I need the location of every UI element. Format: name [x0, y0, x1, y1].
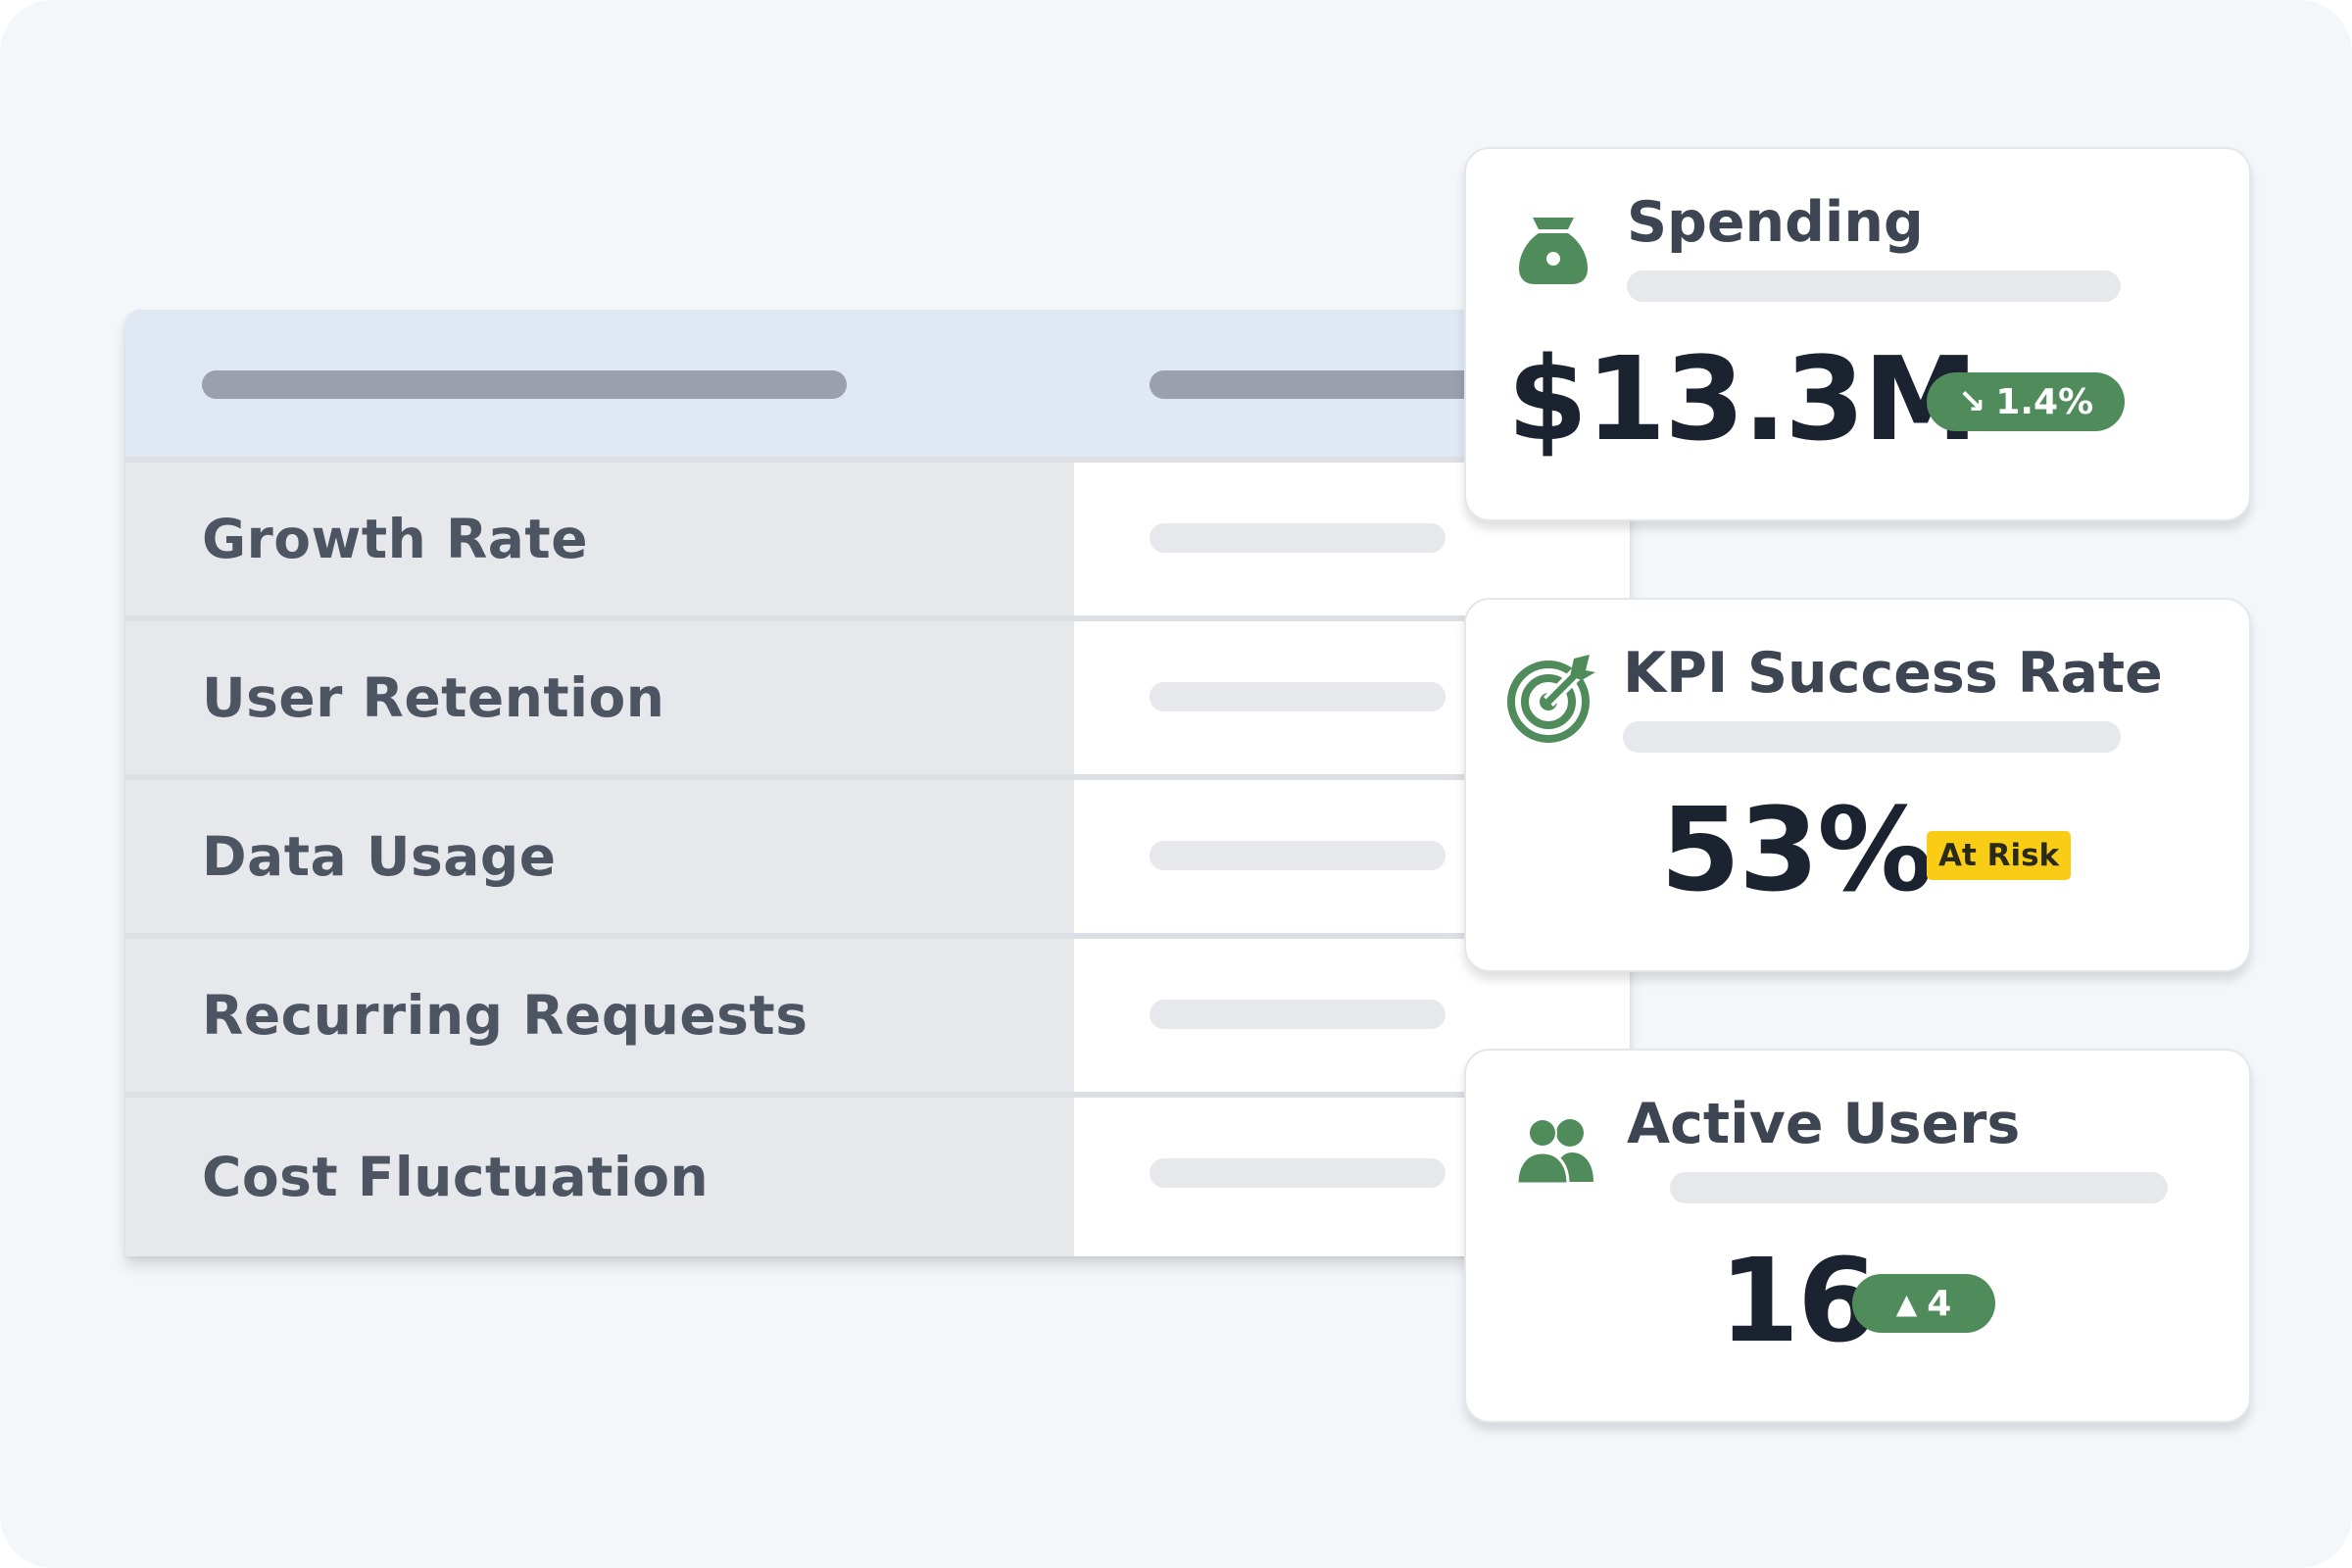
- money-bag-icon: [1517, 214, 1590, 290]
- table-row[interactable]: Data Usage: [125, 780, 1630, 939]
- row-label: Cost Fluctuation: [202, 1146, 710, 1208]
- kpi-value: 53%: [1660, 782, 1933, 917]
- users-icon: [1513, 1115, 1595, 1192]
- subtitle-placeholder-bar: [1670, 1172, 2168, 1203]
- table-row[interactable]: Cost Fluctuation: [125, 1098, 1630, 1256]
- row-label-cell: User Retention: [125, 621, 1074, 774]
- change-value: 1.4%: [1995, 381, 2094, 422]
- table-header: [125, 310, 1630, 463]
- change-badge: ↘ 1.4%: [1927, 372, 2125, 431]
- table-row[interactable]: Growth Rate: [125, 463, 1630, 621]
- card-title: Spending: [1627, 190, 1924, 255]
- row-label: Data Usage: [202, 825, 557, 888]
- row-label: Growth Rate: [202, 508, 589, 570]
- row-label-cell: Growth Rate: [125, 463, 1074, 615]
- active-users-value: 16: [1719, 1233, 1878, 1368]
- active-users-card[interactable]: Active Users 16 ▲ 4: [1464, 1049, 2251, 1423]
- subtitle-placeholder-bar: [1623, 721, 2121, 753]
- card-title: KPI Success Rate: [1623, 641, 2163, 706]
- subtitle-placeholder-bar: [1627, 270, 2121, 302]
- value-placeholder-bar: [1150, 1158, 1446, 1188]
- row-label: Recurring Requests: [202, 984, 808, 1047]
- triangle-up-icon: ▲: [1895, 1287, 1918, 1320]
- value-placeholder-bar: [1150, 1000, 1446, 1029]
- change-badge: ▲ 4: [1852, 1274, 1995, 1333]
- header-placeholder-bar: [202, 370, 847, 399]
- change-value: 4: [1927, 1283, 1952, 1324]
- card-title: Active Users: [1627, 1092, 2021, 1156]
- kpi-success-card[interactable]: KPI Success Rate 53% At Risk: [1464, 598, 2251, 972]
- value-placeholder-bar: [1150, 841, 1446, 870]
- status-badge: At Risk: [1927, 831, 2072, 880]
- table-row[interactable]: User Retention: [125, 621, 1630, 780]
- metrics-table: Growth Rate User Retention Data Usage Re…: [125, 310, 1630, 1256]
- row-label-cell: Recurring Requests: [125, 939, 1074, 1092]
- row-label-cell: Data Usage: [125, 780, 1074, 933]
- spending-value: $13.3M: [1507, 331, 1979, 466]
- row-label-cell: Cost Fluctuation: [125, 1098, 1074, 1256]
- table-row[interactable]: Recurring Requests: [125, 939, 1630, 1098]
- target-icon: [1505, 653, 1597, 749]
- spending-card[interactable]: Spending $13.3M ↘ 1.4%: [1464, 147, 2251, 521]
- arrow-down-right-icon: ↘: [1957, 382, 1986, 421]
- row-label: User Retention: [202, 666, 665, 729]
- value-placeholder-bar: [1150, 682, 1446, 711]
- value-placeholder-bar: [1150, 523, 1446, 553]
